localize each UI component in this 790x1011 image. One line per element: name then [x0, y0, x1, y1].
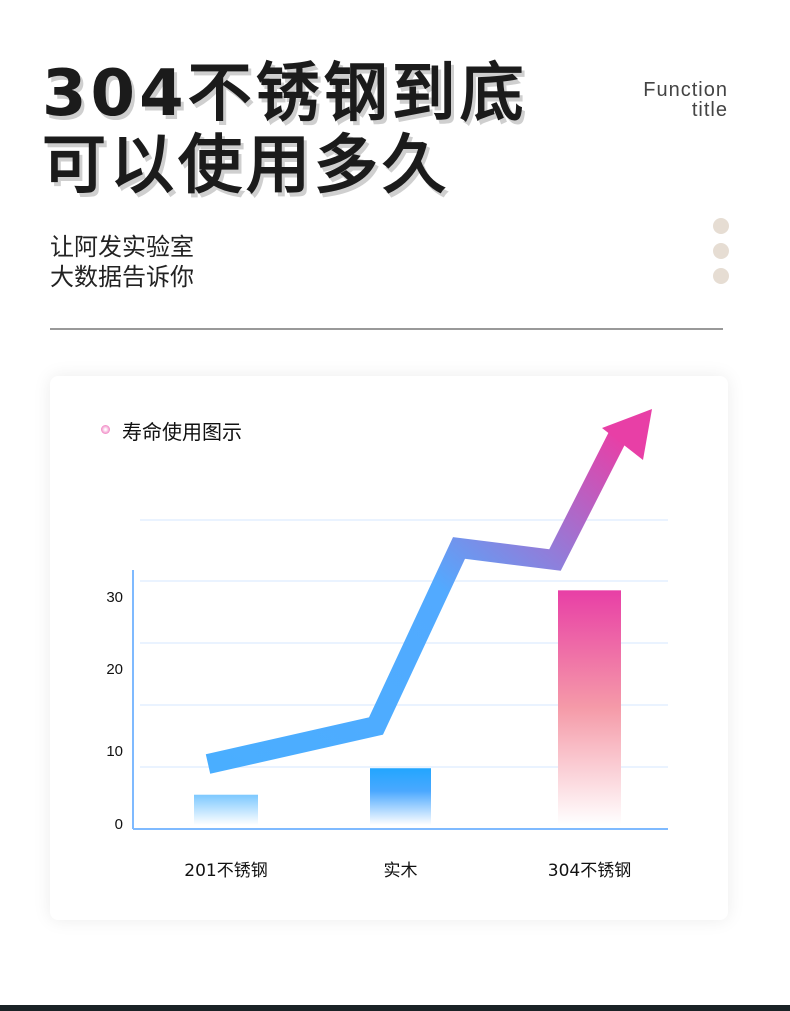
- category-label: 304不锈钢: [548, 861, 631, 881]
- function-line-1: Function: [643, 79, 728, 101]
- page-title: 304不锈钢到底 可以使用多久: [42, 58, 528, 202]
- chart-title: 寿命使用图示: [122, 420, 242, 444]
- y-tick-label: 30: [106, 589, 123, 606]
- bar-2: [558, 590, 621, 825]
- subtitle: 让阿发实验室 大数据告诉你: [50, 232, 194, 292]
- trend-arrow-body: [205, 431, 627, 774]
- function-line-2: title: [691, 99, 728, 121]
- y-tick-label: 10: [106, 743, 123, 760]
- decor-dot: [713, 218, 729, 234]
- subtitle-line-1: 让阿发实验室: [50, 233, 194, 261]
- category-label: 201不锈钢: [184, 861, 267, 881]
- decor-dot: [713, 243, 729, 259]
- category-label: 实木: [384, 861, 418, 881]
- bar-0: [194, 794, 258, 825]
- title-line-1: 304不锈钢到底: [42, 57, 528, 131]
- trend-arrow-head: [602, 409, 652, 460]
- y-tick-label: 20: [106, 661, 123, 678]
- bottom-bar: [0, 1005, 790, 1011]
- divider: [50, 328, 723, 330]
- bar-1: [370, 768, 431, 825]
- decor-dot: [713, 268, 729, 284]
- function-title: Function title: [643, 80, 728, 120]
- subtitle-line-2: 大数据告诉你: [50, 263, 194, 291]
- legend-dot-icon: [101, 425, 110, 434]
- y-tick-label: 0: [115, 816, 123, 833]
- title-line-2: 可以使用多久: [42, 129, 450, 203]
